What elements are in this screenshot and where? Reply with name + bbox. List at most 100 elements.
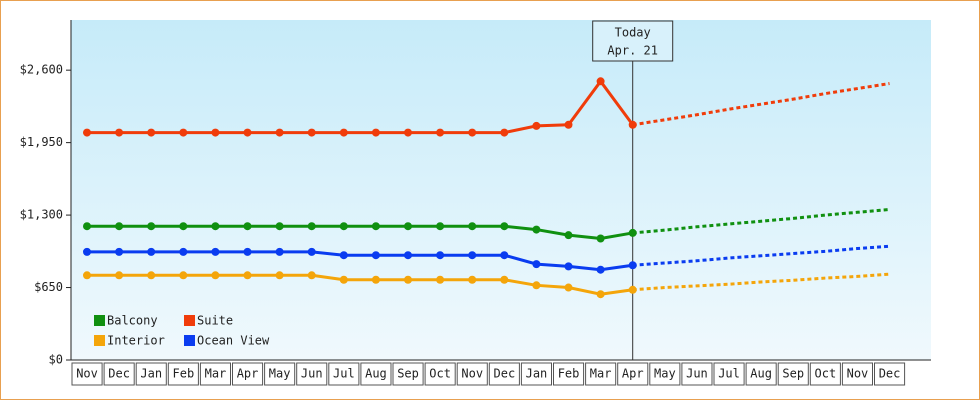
y-tick-label: $1,950 xyxy=(20,135,63,149)
x-tick-label: Apr xyxy=(622,367,644,381)
point xyxy=(307,128,316,137)
point xyxy=(211,247,220,256)
x-tick-label: Feb xyxy=(173,367,195,381)
point xyxy=(371,128,380,137)
x-tick-label: Dec xyxy=(879,367,901,381)
x-tick-label: Mar xyxy=(205,367,227,381)
point xyxy=(371,222,380,231)
legend-swatch xyxy=(184,335,195,346)
point xyxy=(83,222,91,231)
x-tick-box xyxy=(745,362,777,386)
point xyxy=(532,121,541,130)
point xyxy=(436,275,445,284)
series-line xyxy=(87,250,633,272)
x-tick-box xyxy=(553,362,585,386)
x-tick-label: Jun xyxy=(301,367,323,381)
point xyxy=(307,247,316,256)
x-tick-label: May xyxy=(654,367,676,381)
x-tick-label: Jul xyxy=(718,367,740,381)
point xyxy=(275,222,284,231)
point xyxy=(628,261,637,270)
point xyxy=(211,271,220,280)
point xyxy=(179,128,188,137)
point xyxy=(243,222,252,231)
x-tick-label: Sep xyxy=(397,367,419,381)
point xyxy=(211,222,220,231)
point xyxy=(339,128,348,137)
x-tick-box xyxy=(874,362,906,386)
point xyxy=(404,251,412,260)
point xyxy=(404,128,412,137)
series-line xyxy=(87,224,633,241)
point xyxy=(115,128,124,137)
x-tick-box xyxy=(585,362,617,386)
point xyxy=(83,247,91,256)
x-tick-box xyxy=(71,362,103,386)
x-tick-box xyxy=(777,362,809,386)
point xyxy=(275,271,284,280)
point xyxy=(404,222,412,231)
point xyxy=(628,228,637,237)
point xyxy=(596,234,605,243)
x-tick-box xyxy=(424,362,456,386)
series-line xyxy=(87,273,633,296)
legend-label: Suite xyxy=(197,314,233,328)
x-tick-label: Dec xyxy=(494,367,516,381)
point xyxy=(307,271,316,280)
point xyxy=(115,247,124,256)
x-tick-box xyxy=(841,362,874,386)
point xyxy=(147,128,156,137)
y-tick-label: $650 xyxy=(34,280,63,294)
point xyxy=(500,275,509,284)
point xyxy=(468,275,477,284)
point xyxy=(532,281,541,290)
legend-label: Ocean View xyxy=(197,334,270,348)
x-tick-label: Aug xyxy=(365,367,387,381)
point xyxy=(275,128,284,137)
point xyxy=(179,271,188,280)
x-tick-box xyxy=(649,362,681,386)
point xyxy=(179,222,188,231)
x-tick-label: Sep xyxy=(782,367,804,381)
point xyxy=(115,222,124,231)
point xyxy=(83,271,91,280)
x-tick-box xyxy=(296,362,328,386)
x-tick-box xyxy=(456,362,488,386)
x-tick-label: Dec xyxy=(108,367,130,381)
projection-line xyxy=(632,244,890,267)
point xyxy=(147,247,156,256)
x-tick-box xyxy=(103,362,135,386)
point xyxy=(596,77,605,86)
x-tick-label: May xyxy=(269,367,291,381)
point xyxy=(468,251,477,260)
point xyxy=(83,128,91,137)
projection-line xyxy=(632,82,890,127)
point xyxy=(307,222,316,231)
point xyxy=(211,128,220,137)
point xyxy=(371,275,380,284)
x-tick-label: Jul xyxy=(333,367,355,381)
point xyxy=(500,222,509,231)
point xyxy=(628,120,637,129)
point xyxy=(564,262,573,271)
x-tick-box xyxy=(681,362,713,386)
legend-swatch xyxy=(94,335,105,346)
point xyxy=(339,275,348,284)
legend-label: Balcony xyxy=(107,314,158,328)
point xyxy=(532,260,541,269)
x-tick-label: Oct xyxy=(429,367,451,381)
x-tick-box xyxy=(713,362,745,386)
x-tick-label: Jan xyxy=(140,367,162,381)
x-tick-label: Jun xyxy=(686,367,708,381)
x-tick-box xyxy=(488,362,520,386)
point xyxy=(243,271,252,280)
point xyxy=(147,222,156,231)
today-label: Today xyxy=(615,26,651,40)
x-tick-label: Apr xyxy=(237,367,259,381)
plot-background xyxy=(71,20,931,360)
x-tick-label: Aug xyxy=(750,367,772,381)
today-date: Apr. 21 xyxy=(607,44,658,58)
legend-swatch xyxy=(184,315,195,326)
